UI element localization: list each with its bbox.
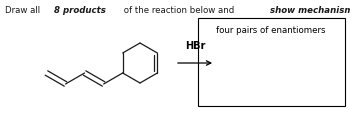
Text: 8 products: 8 products: [54, 6, 106, 15]
Text: show mechanisms: show mechanisms: [271, 6, 350, 15]
Text: HBr: HBr: [185, 41, 205, 51]
Text: Draw all: Draw all: [5, 6, 43, 15]
Text: four pairs of enantiomers: four pairs of enantiomers: [217, 26, 326, 35]
Bar: [198, 18, 345, 106]
Text: of the reaction below and: of the reaction below and: [121, 6, 237, 15]
